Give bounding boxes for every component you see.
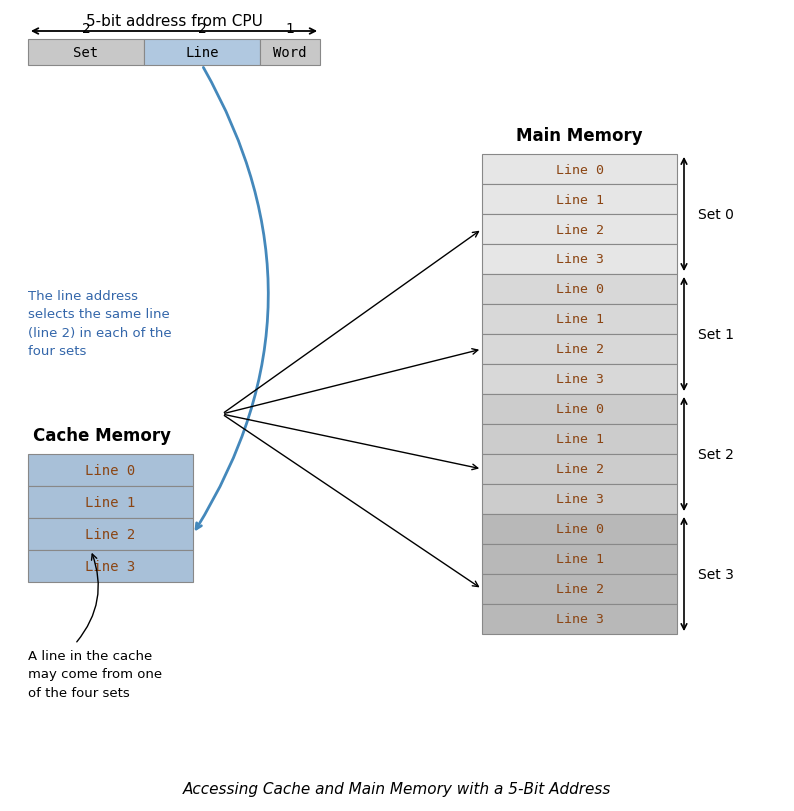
Bar	[482, 484, 677, 514]
Text: Main Memory: Main Memory	[516, 127, 643, 145]
Text: The line address
selects the same line
(line 2) in each of the
four sets: The line address selects the same line (…	[28, 290, 172, 358]
Bar	[482, 394, 677, 424]
Bar	[482, 365, 677, 394]
Text: Line 0: Line 0	[556, 403, 603, 416]
Bar	[482, 305, 677, 335]
Bar	[260, 40, 320, 66]
Text: Line 0: Line 0	[556, 163, 603, 176]
Text: Line 1: Line 1	[556, 193, 603, 206]
Bar	[482, 574, 677, 604]
Text: Line 3: Line 3	[556, 493, 603, 506]
Text: Word: Word	[273, 46, 306, 60]
Text: Set 2: Set 2	[698, 448, 734, 461]
Bar	[482, 275, 677, 305]
Text: Accessing Cache and Main Memory with a 5-Bit Address: Accessing Cache and Main Memory with a 5…	[183, 782, 611, 796]
Bar	[482, 544, 677, 574]
Text: 2: 2	[82, 22, 91, 36]
Bar	[482, 245, 677, 275]
Text: Line 2: Line 2	[556, 463, 603, 476]
Text: Line 2: Line 2	[86, 527, 136, 541]
Text: Set 3: Set 3	[698, 568, 734, 581]
Text: Set 0: Set 0	[698, 208, 734, 221]
Text: 5-bit address from CPU: 5-bit address from CPU	[86, 14, 263, 29]
Bar	[482, 604, 677, 634]
Text: Line 0: Line 0	[556, 283, 603, 296]
Bar	[28, 40, 144, 66]
Bar	[482, 454, 677, 484]
Bar	[482, 185, 677, 215]
Text: 1: 1	[286, 22, 295, 36]
Bar	[144, 40, 260, 66]
Bar	[28, 454, 193, 487]
Text: Line 2: Line 2	[556, 343, 603, 356]
Bar	[482, 215, 677, 245]
Text: Line 2: Line 2	[556, 583, 603, 596]
Text: Line 3: Line 3	[556, 613, 603, 626]
Bar	[28, 551, 193, 582]
Text: Cache Memory: Cache Memory	[33, 427, 171, 444]
Bar	[482, 335, 677, 365]
Bar	[482, 155, 677, 185]
Text: Line 3: Line 3	[86, 560, 136, 573]
Text: 2: 2	[198, 22, 206, 36]
Bar	[28, 487, 193, 518]
Text: Set: Set	[73, 46, 98, 60]
Text: Line 1: Line 1	[86, 496, 136, 509]
Text: Line 3: Line 3	[556, 253, 603, 266]
Bar	[482, 424, 677, 454]
Bar	[28, 518, 193, 551]
Text: Line 0: Line 0	[556, 523, 603, 536]
Text: Line 1: Line 1	[556, 313, 603, 326]
Text: Line 2: Line 2	[556, 223, 603, 236]
Text: Line 0: Line 0	[86, 463, 136, 478]
Text: Line 3: Line 3	[556, 373, 603, 386]
Text: Set 1: Set 1	[698, 328, 734, 341]
Text: Line: Line	[185, 46, 219, 60]
Text: Line 1: Line 1	[556, 433, 603, 446]
Text: Line 1: Line 1	[556, 553, 603, 566]
Bar	[482, 514, 677, 544]
Text: A line in the cache
may come from one
of the four sets: A line in the cache may come from one of…	[28, 649, 162, 699]
